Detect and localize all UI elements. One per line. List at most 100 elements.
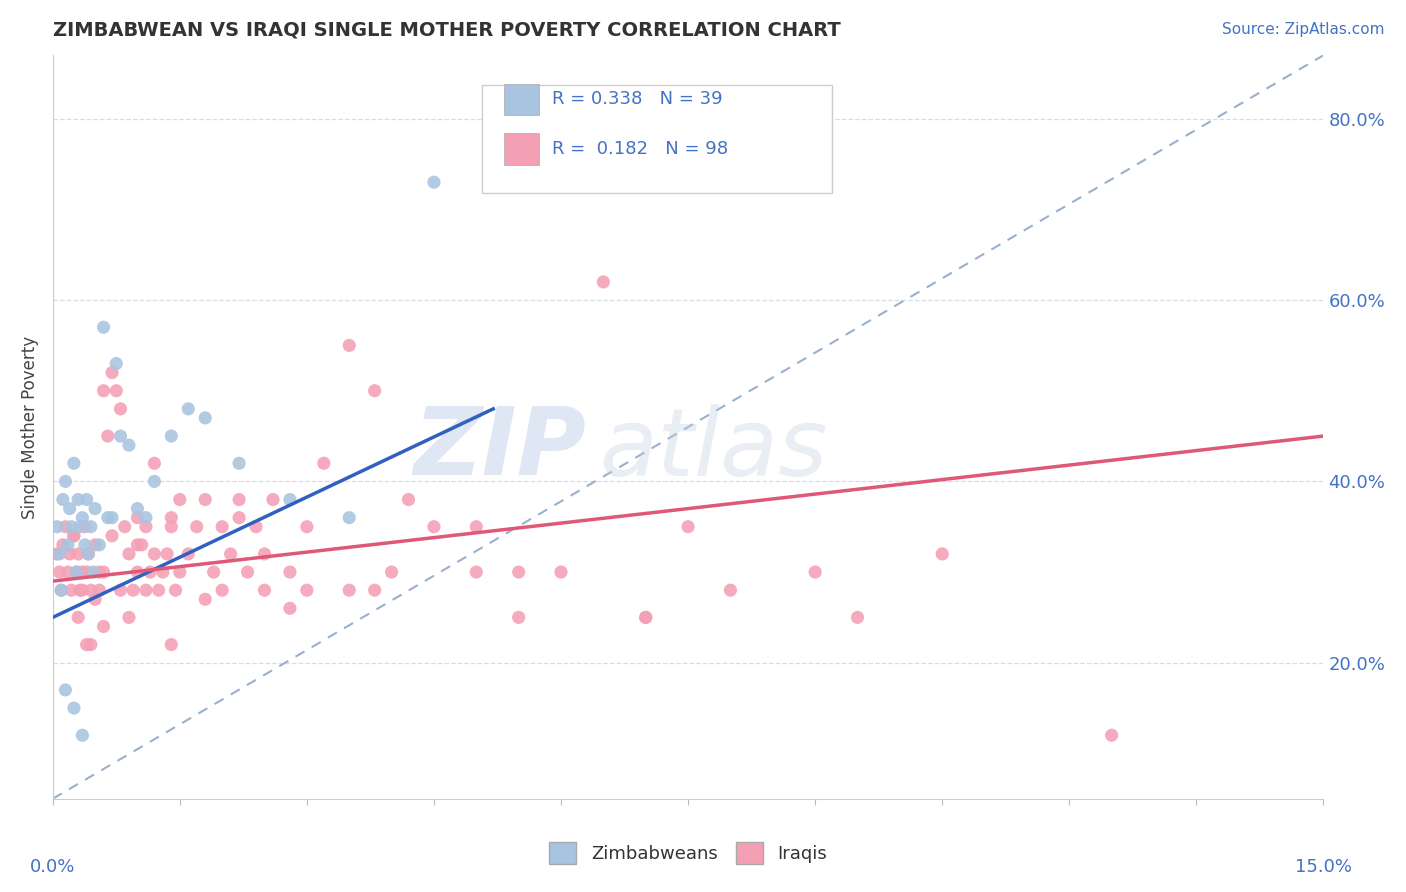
FancyBboxPatch shape	[482, 85, 832, 193]
Point	[139, 565, 162, 579]
Text: R = 0.338   N = 39: R = 0.338 N = 39	[553, 90, 723, 108]
Point	[846, 610, 869, 624]
Point	[720, 583, 742, 598]
Bar	[503, 84, 540, 115]
Point	[89, 583, 111, 598]
Point	[253, 547, 276, 561]
Point	[127, 501, 149, 516]
Point	[550, 565, 572, 579]
Point	[114, 520, 136, 534]
Point	[148, 583, 170, 598]
Point	[110, 429, 132, 443]
Point	[63, 701, 86, 715]
Point	[253, 583, 276, 598]
Point	[72, 510, 94, 524]
Point	[465, 565, 488, 579]
Point	[143, 456, 166, 470]
Point	[177, 547, 200, 561]
Point	[135, 510, 157, 524]
Point	[67, 492, 90, 507]
Point	[55, 682, 77, 697]
Text: ZIP: ZIP	[413, 403, 586, 495]
Point	[143, 547, 166, 561]
Point	[110, 401, 132, 416]
Point	[55, 475, 77, 489]
Point	[80, 520, 103, 534]
Point	[77, 547, 100, 561]
Point	[228, 492, 250, 507]
Point	[592, 275, 614, 289]
Point	[177, 401, 200, 416]
Point	[93, 565, 115, 579]
Point	[97, 510, 120, 524]
Point	[262, 492, 284, 507]
Point	[101, 510, 124, 524]
Point	[82, 565, 104, 579]
Point	[211, 520, 233, 534]
Point	[931, 547, 953, 561]
Point	[69, 583, 91, 598]
Point	[228, 456, 250, 470]
Point	[127, 538, 149, 552]
Point	[52, 538, 75, 552]
Point	[63, 529, 86, 543]
Point	[131, 538, 153, 552]
Point	[67, 547, 90, 561]
Point	[381, 565, 404, 579]
Point	[465, 520, 488, 534]
Point	[423, 520, 446, 534]
Bar	[503, 133, 540, 164]
Point	[52, 492, 75, 507]
Point	[337, 583, 360, 598]
Point	[65, 565, 87, 579]
Point	[60, 520, 83, 534]
Point	[60, 583, 83, 598]
Point	[89, 565, 111, 579]
Point	[337, 510, 360, 524]
Point	[63, 456, 86, 470]
Text: 15.0%: 15.0%	[1295, 857, 1353, 876]
Point	[236, 565, 259, 579]
Point	[160, 638, 183, 652]
Point	[634, 610, 657, 624]
Point	[295, 520, 318, 534]
Point	[59, 547, 82, 561]
Point	[67, 610, 90, 624]
Point	[245, 520, 267, 534]
Point	[51, 583, 73, 598]
Point	[278, 565, 301, 579]
Point	[423, 175, 446, 189]
Point	[312, 456, 335, 470]
Point	[219, 547, 242, 561]
Point	[160, 510, 183, 524]
Text: Source: ZipAtlas.com: Source: ZipAtlas.com	[1222, 22, 1385, 37]
Point	[76, 565, 98, 579]
Point	[51, 583, 73, 598]
Point	[80, 583, 103, 598]
Point	[152, 565, 174, 579]
Point	[101, 366, 124, 380]
Point	[676, 520, 699, 534]
Text: ZIMBABWEAN VS IRAQI SINGLE MOTHER POVERTY CORRELATION CHART: ZIMBABWEAN VS IRAQI SINGLE MOTHER POVERT…	[52, 21, 841, 40]
Point	[59, 501, 82, 516]
Point	[118, 610, 141, 624]
Point	[84, 501, 107, 516]
Text: R =  0.182   N = 98: R = 0.182 N = 98	[553, 140, 728, 158]
Point	[76, 492, 98, 507]
Point	[105, 384, 128, 398]
Point	[89, 538, 111, 552]
Point	[56, 565, 79, 579]
Point	[73, 538, 96, 552]
Point	[84, 592, 107, 607]
Point	[634, 610, 657, 624]
Point	[169, 492, 191, 507]
Point	[278, 601, 301, 615]
Point	[127, 510, 149, 524]
Point	[93, 384, 115, 398]
Point	[160, 429, 183, 443]
Point	[194, 411, 217, 425]
Point	[80, 638, 103, 652]
Point	[165, 583, 187, 598]
Point	[63, 529, 86, 543]
Point	[46, 547, 69, 561]
